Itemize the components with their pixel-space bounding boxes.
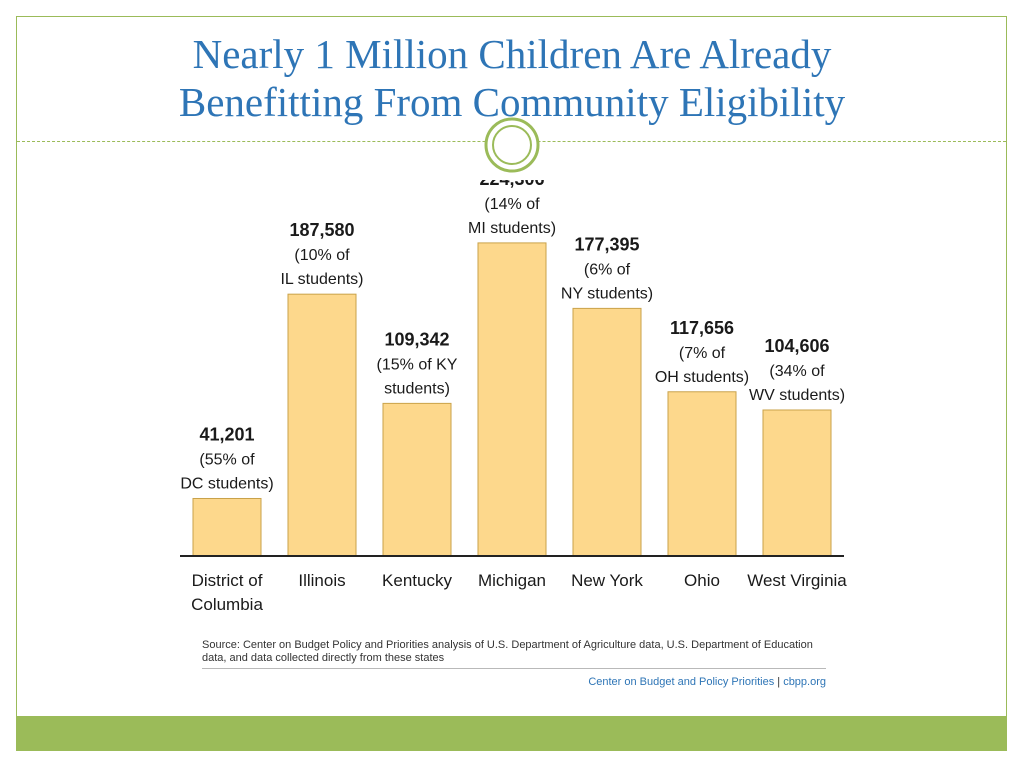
bar-6 [762,409,832,557]
data-label-note-0-1: (55% of [199,451,255,468]
slide-title: Nearly 1 Million Children Are Already Be… [20,30,1004,126]
credit-organization: Center on Budget and Policy Priorities [588,676,775,688]
bar-0 [192,497,262,557]
bar-3 [477,242,547,557]
source-note: Source: Center on Budget Policy and Prio… [202,639,813,664]
data-label-note-1-1: (10% of [294,247,350,264]
category-label-0: District of [192,571,263,590]
bar-chart: 41,201 (55% of DC students) District of Colu… [180,180,847,614]
data-label-note-4-2: NY students) [561,285,653,302]
data-label-value-2: 109,342 [384,329,449,349]
category-label-3: Michigan [478,571,546,590]
credit-separator: | [777,676,781,688]
data-label-value-4: 177,395 [574,234,639,254]
bottom-accent-band [17,716,1006,750]
data-label-value-6: 104,606 [764,336,829,356]
data-label-value-3: 224,306 [479,180,544,189]
category-label-5: Ohio [684,571,720,590]
data-label-note-3-1: (14% of [484,196,540,213]
slide-title-line-1: Nearly 1 Million Children Are Already [192,31,832,77]
bar-2 [382,402,452,557]
data-label-note-0-2: DC students) [180,475,273,492]
data-label-note-2-2: students) [384,380,450,397]
circle-ornament-icon [484,117,540,173]
category-label-0-1: Columbia [191,595,263,614]
bar-5 [667,391,737,557]
credit-line: Center on Budget and Policy Priorities |… [588,676,826,688]
data-label-note-4-1: (6% of [584,261,631,278]
data-label-note-1-2: IL students) [280,271,363,288]
data-label-note-3-2: MI students) [468,220,556,237]
data-label-note-5-1: (7% of [679,345,726,362]
data-label-value-5: 117,656 [670,318,734,338]
category-label-1: Illinois [298,571,345,590]
data-label-note-6-2: WV students) [749,387,845,404]
data-label-value-0: 41,201 [199,424,254,444]
credit-website[interactable]: cbpp.org [783,676,826,688]
category-label-4: New York [571,571,643,590]
bar-1 [287,293,357,557]
source-divider [202,668,826,669]
data-label-value-1: 187,580 [289,220,354,240]
data-label-note-2-1: (15% of KY [377,356,458,373]
bar-4 [572,307,642,557]
data-label-note-5-2: OH students) [655,369,749,386]
category-label-2: Kentucky [382,571,452,590]
data-label-note-6-1: (34% of [769,363,825,380]
category-label-6: West Virginia [747,571,847,590]
slide-title-line-2: Benefitting From Community Eligibility [178,79,846,125]
